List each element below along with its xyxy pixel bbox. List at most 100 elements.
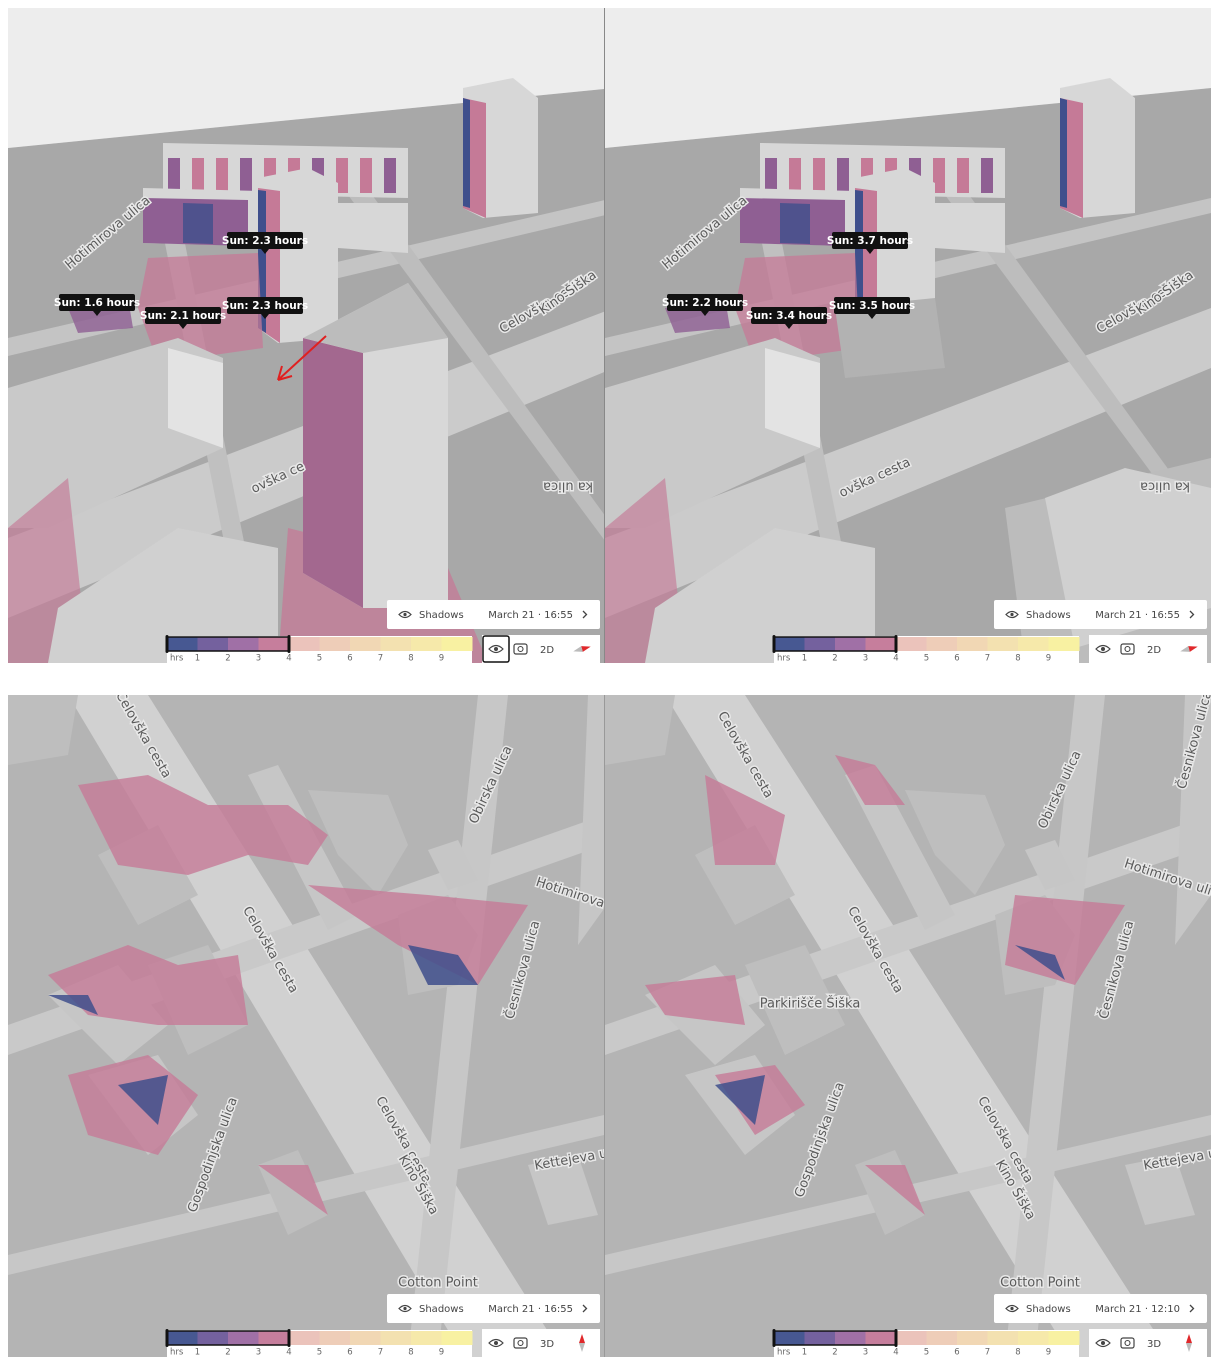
legend-handle[interactable] <box>165 1329 169 1347</box>
eye-button[interactable] <box>1095 644 1111 654</box>
legend-swatch <box>1018 1331 1049 1345</box>
legend-tick: 7 <box>378 654 383 664</box>
eye-button[interactable] <box>488 1338 504 1348</box>
sun-label: Sun: 3.4 hours <box>746 310 832 322</box>
legend-swatch <box>319 1331 351 1345</box>
camera-button[interactable] <box>1120 643 1135 655</box>
shadow <box>258 1165 328 1215</box>
view-mode-button[interactable]: 2D <box>1147 645 1161 656</box>
legend-tick: 8 <box>1015 1348 1020 1357</box>
view-mode-button[interactable]: 2D <box>540 645 554 656</box>
shadows-control[interactable]: Shadows March 21 · 16:55 <box>994 600 1207 629</box>
legend-handle[interactable] <box>894 635 898 653</box>
legend-handle[interactable] <box>772 1329 776 1347</box>
legend-swatch <box>289 637 320 651</box>
legend-tick: 3 <box>863 1348 868 1357</box>
legend-handle[interactable] <box>772 635 776 653</box>
sun-label-box <box>59 294 135 311</box>
shadows-control[interactable]: Shadows March 21 · 16:55 <box>387 600 600 629</box>
compass-south <box>573 646 583 652</box>
eye-button[interactable] <box>488 644 504 654</box>
sun-label-box <box>227 297 303 314</box>
shadows-control[interactable]: Shadows March 21 · 16:55 <box>387 1294 600 1323</box>
building <box>765 348 820 448</box>
building <box>1175 695 1211 945</box>
sun-label-pointer <box>93 311 101 316</box>
building <box>905 790 1005 895</box>
legend-tick: 7 <box>985 654 990 664</box>
legend-tick: 6 <box>954 1348 959 1357</box>
legend-swatch <box>987 1331 1019 1345</box>
shadow <box>1005 895 1125 985</box>
street-label: ka ulica <box>543 479 593 494</box>
shadow <box>865 1165 925 1215</box>
legend-tick: 1 <box>802 654 807 664</box>
legend-swatch <box>987 637 1019 651</box>
compass-button[interactable] <box>579 1334 585 1352</box>
view-mode-button[interactable]: 3D <box>1147 1339 1161 1350</box>
building <box>308 790 408 895</box>
sun-label-box <box>145 307 221 324</box>
date-time: March 21 · 16:55 <box>488 1304 573 1315</box>
legend-swatch <box>865 637 897 651</box>
legend-tick: 5 <box>924 1348 929 1357</box>
legend-tick: 9 <box>439 1348 444 1357</box>
compass-button[interactable] <box>1180 644 1199 654</box>
eye-icon <box>398 610 412 619</box>
control-box <box>994 600 1207 629</box>
legend-tick: 2 <box>225 1348 230 1357</box>
camera-lens <box>1124 1339 1131 1347</box>
camera-button[interactable] <box>513 1337 528 1349</box>
legend-tick: 4 <box>893 1348 898 1357</box>
legend-handle[interactable] <box>165 635 169 653</box>
legend-swatch <box>228 1331 259 1345</box>
sun-label-box <box>667 294 743 311</box>
road <box>1005 695 1105 1357</box>
legend-tick: 7 <box>985 1348 990 1357</box>
facade <box>837 158 849 193</box>
legend-swatch <box>228 637 259 651</box>
legend-handle[interactable] <box>287 635 291 653</box>
eye-button[interactable] <box>1095 1338 1111 1348</box>
layer-name: Shadows <box>419 1304 464 1315</box>
legend-tick: 2 <box>832 654 837 664</box>
legend-swatch <box>774 637 805 651</box>
shadow <box>48 945 248 1025</box>
compass-north <box>581 646 591 652</box>
shadows-control[interactable]: Shadows March 21 · 12:10 <box>994 1294 1207 1323</box>
legend-tick: 6 <box>347 654 352 664</box>
building <box>428 840 478 890</box>
legend-swatch <box>774 1331 805 1345</box>
compass-button[interactable] <box>1186 1334 1192 1352</box>
legend-tick: 6 <box>347 1348 352 1357</box>
chevron <box>1189 610 1195 619</box>
legend-handle[interactable] <box>287 1329 291 1347</box>
legend-swatch <box>380 1331 412 1345</box>
legend-swatch <box>319 637 351 651</box>
layer-name: Shadows <box>1026 1304 1071 1315</box>
legend-swatch <box>835 637 866 651</box>
eye-button-focus[interactable] <box>482 635 510 663</box>
legend-tick: 1 <box>195 654 200 664</box>
compass-south <box>1180 646 1190 652</box>
camera-button[interactable] <box>513 643 528 655</box>
legend-swatch <box>289 1331 320 1345</box>
legend-tick: 9 <box>1046 1348 1051 1357</box>
date-time: March 21 · 12:10 <box>1095 1304 1180 1315</box>
facade <box>216 158 228 193</box>
camera-button[interactable] <box>1120 1337 1135 1349</box>
facade <box>240 158 252 193</box>
compass-button[interactable] <box>573 644 592 654</box>
building <box>935 203 1005 253</box>
view-mode-button[interactable]: 3D <box>540 1339 554 1350</box>
sun-label-pointer <box>261 314 269 319</box>
legend-tick: 4 <box>286 1348 291 1357</box>
legend-swatch <box>926 1331 958 1345</box>
legend-tick: 2 <box>225 654 230 664</box>
legend-handle[interactable] <box>894 1329 898 1347</box>
